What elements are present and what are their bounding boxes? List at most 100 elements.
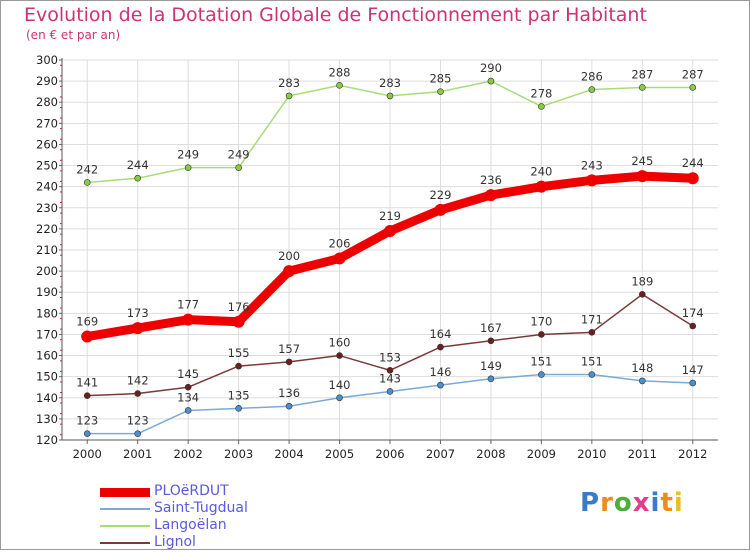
y-tick-label: 150 (36, 370, 58, 384)
data-point-lignol (285, 358, 293, 366)
data-point-lango-lan (639, 84, 646, 91)
data-point-saint-tugdual (538, 371, 545, 378)
x-tick-label: 2011 (628, 447, 657, 461)
chart-title: Evolution de la Dotation Globale de Fonc… (24, 4, 647, 26)
data-point-plo-rdut (434, 203, 447, 216)
data-label-lango-lan: 249 (177, 148, 199, 162)
data-point-lango-lan (588, 86, 596, 93)
logo-letter: t (660, 488, 674, 518)
data-point-lignol (487, 337, 495, 345)
data-label-lignol: 160 (329, 336, 351, 350)
series-group (81, 77, 699, 437)
data-point-lignol (83, 392, 91, 399)
data-label-lango-lan: 286 (581, 70, 603, 84)
data-label-lango-lan: 242 (76, 162, 98, 176)
data-label-lango-lan: 249 (228, 148, 250, 162)
data-label-plo-rdut: 243 (581, 158, 603, 172)
data-label-lignol: 155 (228, 346, 250, 360)
data-label-saint-tugdual: 134 (177, 390, 199, 404)
data-label-plo-rdut: 173 (127, 306, 149, 320)
x-tick-label: 2008 (476, 447, 505, 461)
y-tick-label: 160 (36, 349, 58, 363)
data-point-lignol (336, 352, 343, 359)
logo-letter: i (673, 488, 684, 518)
y-tick-label: 170 (36, 327, 58, 341)
data-point-plo-rdut (182, 313, 195, 326)
data-point-lango-lan (83, 179, 91, 186)
x-tick-label: 2010 (577, 447, 606, 461)
data-label-lignol: 189 (631, 274, 653, 288)
data-point-lango-lan (336, 82, 343, 89)
x-tick-label: 2002 (174, 447, 203, 461)
y-tick-label: 220 (36, 222, 58, 236)
data-point-lignol (184, 383, 192, 391)
data-point-saint-tugdual (639, 377, 646, 385)
legend-label: Lignol (154, 534, 196, 550)
y-tick-label: 300 (36, 53, 58, 67)
data-label-lango-lan: 287 (631, 67, 653, 81)
x-tick-label: 2005 (325, 447, 354, 461)
y-tick-label: 120 (36, 433, 58, 447)
data-label-lignol: 145 (177, 367, 199, 381)
y-tick-label: 200 (36, 264, 58, 278)
y-tick-label: 260 (36, 137, 58, 151)
data-label-lango-lan: 283 (379, 76, 401, 90)
logo-letter: x (632, 488, 651, 518)
data-label-lignol: 171 (581, 312, 603, 326)
data-label-lango-lan: 290 (480, 61, 502, 75)
data-point-plo-rdut (686, 172, 699, 185)
y-tick-label: 140 (36, 391, 58, 405)
data-point-lango-lan (134, 174, 141, 182)
data-point-plo-rdut (636, 170, 649, 183)
data-label-lignol: 170 (530, 314, 552, 328)
data-label-lignol: 174 (682, 306, 704, 320)
data-point-saint-tugdual (689, 379, 697, 387)
data-label-lignol: 153 (379, 350, 401, 364)
data-label-saint-tugdual: 123 (127, 414, 149, 428)
data-point-saint-tugdual (336, 394, 343, 402)
data-label-plo-rdut: 169 (76, 315, 98, 329)
data-point-saint-tugdual (487, 375, 495, 383)
data-point-plo-rdut (131, 322, 144, 335)
logo-letter: o (613, 488, 633, 518)
chart-subtitle: (en € et par an) (26, 28, 121, 42)
axes: 1201301401501601701801902002102202302402… (36, 53, 718, 461)
y-tick-label: 250 (36, 159, 58, 173)
data-label-saint-tugdual: 140 (329, 378, 351, 392)
data-label-plo-rdut: 219 (379, 209, 401, 223)
data-label-plo-rdut: 177 (177, 298, 199, 312)
data-point-lango-lan (184, 164, 192, 171)
data-label-saint-tugdual: 151 (581, 355, 603, 369)
x-tick-label: 2003 (224, 447, 253, 461)
data-label-plo-rdut: 240 (530, 165, 552, 179)
data-point-lango-lan (437, 88, 444, 95)
y-tick-label: 280 (36, 95, 58, 109)
data-label-plo-rdut: 236 (480, 173, 502, 187)
x-tick-label: 2000 (73, 447, 102, 461)
data-point-saint-tugdual (285, 402, 293, 410)
data-point-lango-lan (487, 77, 495, 85)
data-label-saint-tugdual: 136 (278, 386, 300, 400)
data-point-plo-rdut (333, 252, 346, 265)
legend-label: Langoëlan (154, 517, 227, 533)
data-label-saint-tugdual: 123 (76, 414, 98, 428)
data-label-lango-lan: 285 (429, 72, 451, 86)
data-point-lango-lan (538, 103, 545, 110)
data-point-saint-tugdual (588, 371, 596, 378)
logo-letter: P (580, 488, 601, 518)
data-label-lignol: 141 (76, 376, 98, 390)
legend-label: PLOëRDUT (154, 483, 229, 499)
data-label-plo-rdut: 206 (329, 236, 351, 250)
data-point-plo-rdut (283, 265, 296, 278)
legend-swatch (100, 525, 150, 527)
data-label-plo-rdut: 244 (682, 156, 704, 170)
logo-letter: r (600, 488, 614, 518)
data-point-lango-lan (285, 92, 293, 100)
data-label-saint-tugdual: 147 (682, 363, 704, 377)
x-tick-label: 2009 (527, 447, 556, 461)
data-labels: 242 244 249 249 283 288 283 285 290 278 286 287 287 1… (76, 61, 703, 428)
data-point-saint-tugdual (235, 405, 242, 412)
data-point-saint-tugdual (437, 381, 444, 389)
data-point-plo-rdut (384, 225, 396, 237)
data-point-saint-tugdual (386, 388, 394, 395)
